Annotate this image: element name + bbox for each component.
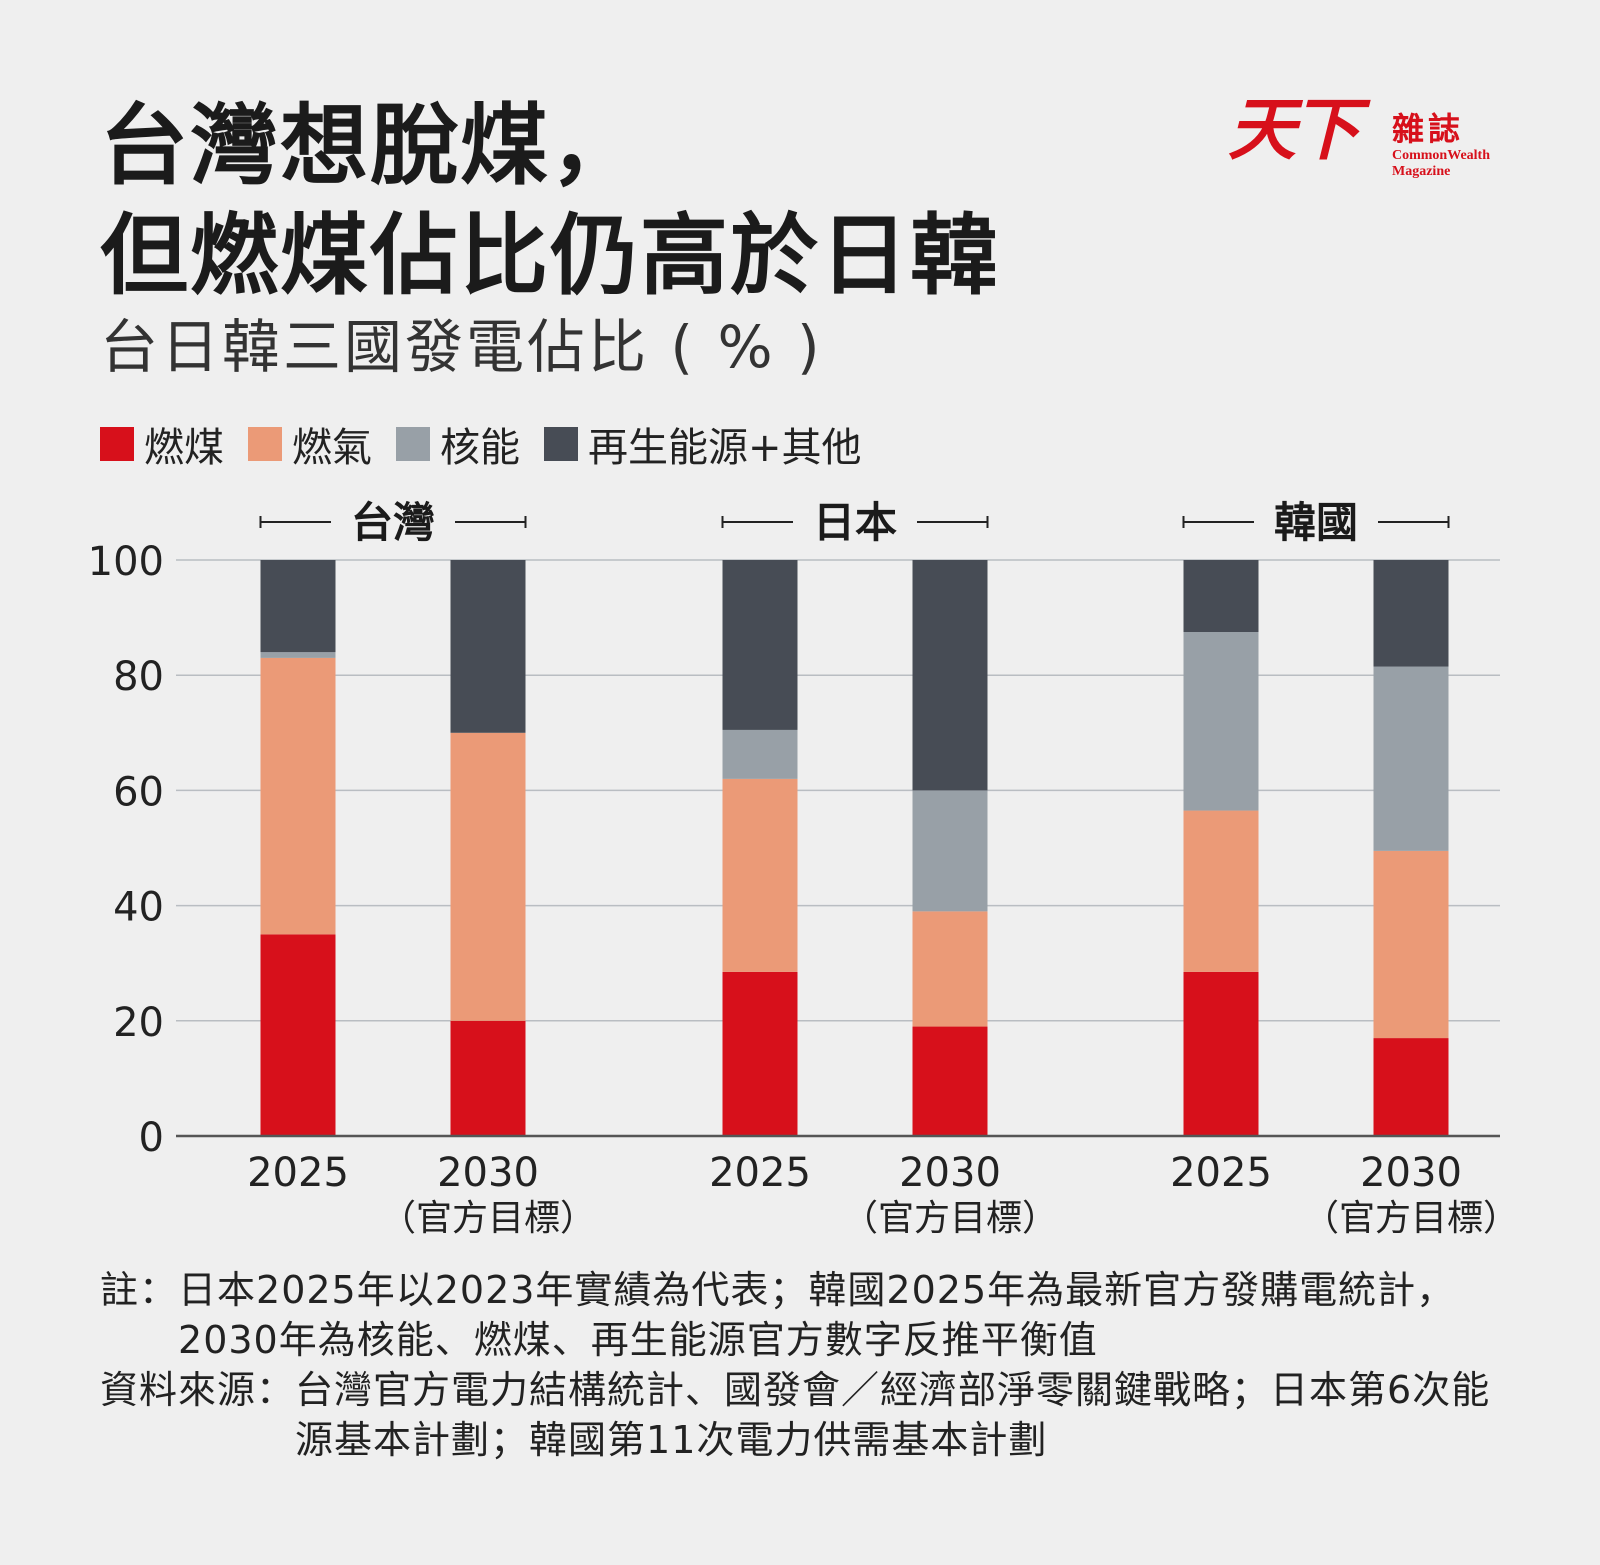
bar-segment-renew bbox=[450, 560, 526, 733]
y-tick-label: 40 bbox=[113, 885, 164, 931]
bar-segment-renew bbox=[912, 560, 988, 791]
x-tick-label: 2025 bbox=[1170, 1150, 1272, 1196]
legend-swatch-nuclear bbox=[396, 427, 430, 461]
bar-segment-gas bbox=[1373, 850, 1449, 1039]
bar-segment-coal bbox=[260, 934, 336, 1136]
chart-legend: 燃煤 燃氣 核能 再生能源+其他 bbox=[100, 415, 886, 473]
commonwealth-logo: 天下 雜誌 CommonWealth Magazine bbox=[1228, 96, 1508, 196]
bar-segment-renew bbox=[260, 560, 336, 653]
legend-label-nuclear: 核能 bbox=[440, 425, 520, 471]
note-text: 日本2025年以2023年實績為代表；韓國2025年為最新官方發購電統計，203… bbox=[178, 1268, 1456, 1362]
bar-segment-renew bbox=[722, 560, 798, 730]
x-tick-label: 2025 bbox=[709, 1150, 811, 1196]
bar-segment-coal bbox=[450, 1020, 526, 1136]
bar-segment-nuclear bbox=[912, 790, 988, 912]
bar-segment-renew bbox=[1373, 560, 1449, 667]
note-label: 註： bbox=[100, 1268, 179, 1312]
bar-segment-gas bbox=[912, 911, 988, 1027]
x-tick-label: 2030 bbox=[1360, 1150, 1462, 1196]
y-tick-label: 0 bbox=[139, 1115, 164, 1161]
y-tick-label: 100 bbox=[88, 539, 164, 585]
legend-item-gas: 燃氣 bbox=[248, 415, 372, 473]
legend-swatch-renew bbox=[544, 427, 578, 461]
bar-segment-coal bbox=[1183, 971, 1259, 1136]
group-label: 韓國 bbox=[1274, 498, 1358, 547]
y-tick-label: 20 bbox=[113, 1000, 164, 1046]
bar-segment-coal bbox=[722, 971, 798, 1136]
x-tick-label: 2030 bbox=[437, 1150, 539, 1196]
source-row: 資料來源： 台灣官方電力結構統計、國發會／經濟部淨零關鍵戰略；日本第6次能源基本… bbox=[100, 1365, 1510, 1465]
bar-segment-gas bbox=[1183, 810, 1259, 972]
source-label: 資料來源： bbox=[100, 1368, 296, 1412]
logo-zazhi: 雜誌 bbox=[1392, 110, 1465, 148]
bar-segment-nuclear bbox=[722, 729, 798, 779]
legend-label-gas: 燃氣 bbox=[292, 425, 372, 471]
legend-label-coal: 燃煤 bbox=[144, 425, 224, 471]
bar-segment-nuclear bbox=[260, 652, 336, 658]
group-label: 台灣 bbox=[351, 498, 435, 547]
x-tick-sublabel: （官方目標） bbox=[1303, 1198, 1519, 1239]
source-text: 台灣官方電力結構統計、國發會／經濟部淨零關鍵戰略；日本第6次能源基本計劃；韓國第… bbox=[295, 1368, 1491, 1462]
y-tick-label: 60 bbox=[113, 769, 164, 815]
legend-label-renew: 再生能源+其他 bbox=[588, 425, 862, 471]
bar-segment-gas bbox=[260, 657, 336, 935]
logo-mark: 天下 bbox=[1228, 90, 1360, 170]
bar-segment-gas bbox=[450, 732, 526, 1021]
bar-segment-nuclear bbox=[1373, 666, 1449, 851]
logo-english-line2: Magazine bbox=[1392, 164, 1451, 179]
bar-segment-coal bbox=[912, 1026, 988, 1136]
logo-english-line1: CommonWealth bbox=[1392, 148, 1490, 163]
group-label: 日本 bbox=[813, 498, 897, 547]
bar-segment-nuclear bbox=[1183, 632, 1259, 811]
note-row: 註： 日本2025年以2023年實績為代表；韓國2025年為最新官方發購電統計，… bbox=[100, 1265, 1510, 1365]
legend-swatch-coal bbox=[100, 427, 134, 461]
y-tick-label: 80 bbox=[113, 654, 164, 700]
x-tick-label: 2030 bbox=[899, 1150, 1001, 1196]
legend-item-renew: 再生能源+其他 bbox=[544, 415, 862, 473]
legend-swatch-gas bbox=[248, 427, 282, 461]
bar-segment-gas bbox=[722, 778, 798, 972]
x-tick-sublabel: （官方目標） bbox=[380, 1198, 596, 1239]
bar-segment-renew bbox=[1183, 560, 1259, 632]
chart-title-line2: 但燃煤佔比仍高於日韓 bbox=[100, 204, 1001, 307]
bar-segment-coal bbox=[1373, 1038, 1449, 1136]
legend-item-coal: 燃煤 bbox=[100, 415, 224, 473]
chart-subtitle: 台日韓三國發電佔比 ( % ) bbox=[100, 313, 823, 381]
chart-notes: 註： 日本2025年以2023年實績為代表；韓國2025年為最新官方發購電統計，… bbox=[100, 1265, 1510, 1465]
x-tick-sublabel: （官方目標） bbox=[842, 1198, 1058, 1239]
chart-title-line1: 台灣想脫煤， bbox=[100, 94, 641, 197]
legend-item-nuclear: 核能 bbox=[396, 415, 520, 473]
x-tick-label: 2025 bbox=[247, 1150, 349, 1196]
